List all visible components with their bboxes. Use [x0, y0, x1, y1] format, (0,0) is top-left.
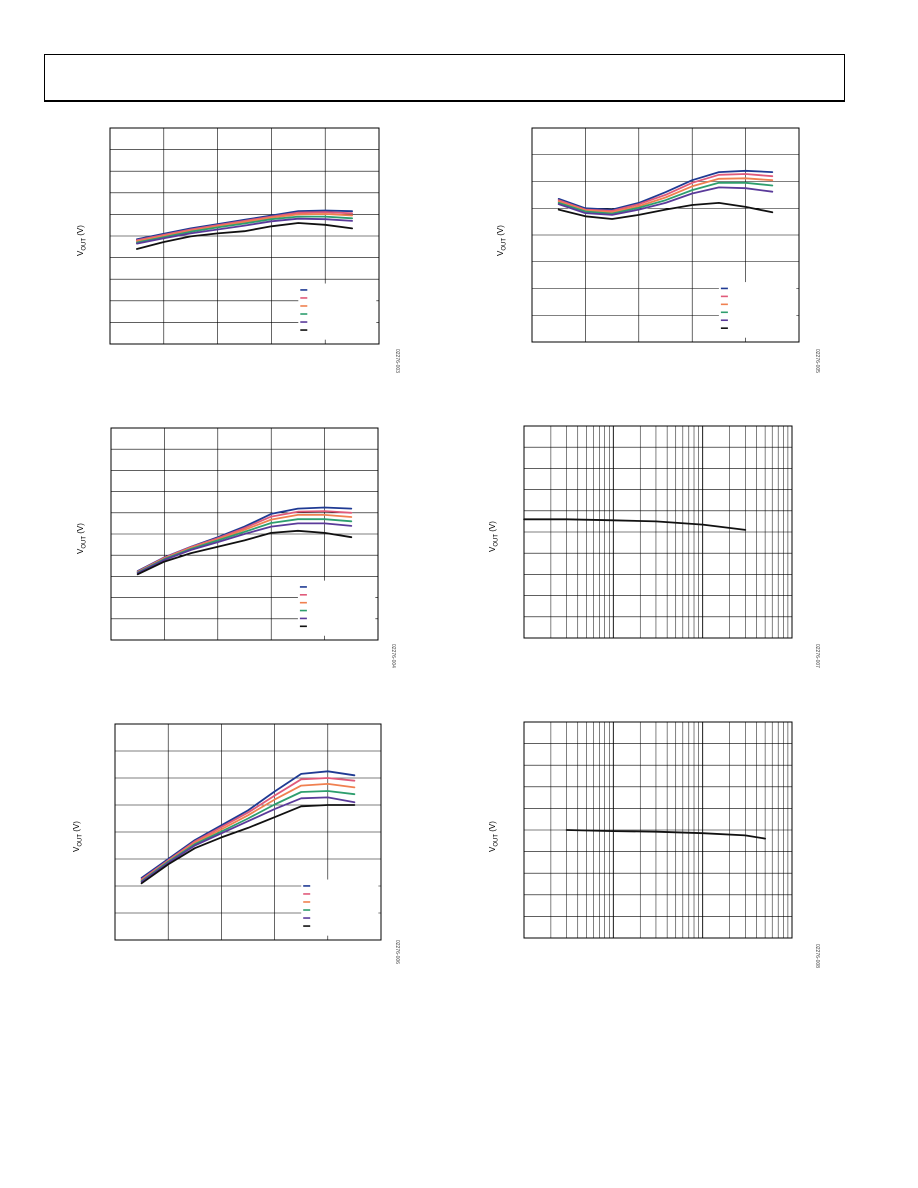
plot-frame: [523, 721, 793, 939]
series-line: [523, 518, 747, 531]
series-line: [140, 770, 356, 879]
series-line: [136, 213, 354, 243]
chart-svg: [114, 723, 382, 941]
series-line: [136, 529, 353, 576]
series-line: [140, 790, 356, 883]
series-line: [140, 796, 356, 883]
series-line: [557, 181, 774, 215]
series-line: [565, 829, 767, 840]
series-line: [136, 522, 353, 575]
chart-panel-4: VOUT (V) 02276-007: [486, 424, 826, 684]
series-line: [136, 217, 354, 245]
plot-frame: [531, 127, 800, 343]
page-header-box: [44, 54, 845, 102]
series-line: [136, 222, 354, 250]
chart-panel-2: VOUT (V) 02276-005: [494, 124, 834, 384]
chart-svg: [523, 721, 793, 939]
chart-panel-6: VOUT (V) 02276-008: [486, 720, 826, 980]
plot-frame: [523, 425, 793, 639]
legend-box: [298, 283, 377, 340]
chart-svg: [523, 425, 793, 639]
legend-box: [718, 282, 797, 338]
series-line: [136, 209, 354, 241]
series-line: [557, 169, 774, 211]
series-line: [557, 177, 774, 214]
chart-svg: [110, 427, 379, 641]
chart-panel-5: VOUT (V) 02276-006: [70, 720, 410, 980]
legend-box: [301, 879, 379, 936]
plot-frame: [109, 127, 380, 345]
plot-frame: [114, 723, 382, 941]
series-line: [136, 506, 353, 573]
series-line: [557, 202, 774, 220]
legend-box: [297, 580, 376, 636]
series-line: [136, 510, 353, 573]
series-line: [136, 215, 354, 244]
chart-svg: [531, 127, 800, 343]
series-line: [557, 173, 774, 212]
series-line: [136, 518, 353, 574]
series-line: [140, 804, 356, 885]
series-line: [557, 186, 774, 216]
chart-panel-1: VOUT (V) 02276-003: [74, 124, 414, 384]
plot-frame: [110, 427, 379, 641]
chart-panel-3: VOUT (V) 02276-004: [74, 424, 414, 684]
chart-svg: [109, 127, 380, 345]
series-line: [136, 211, 354, 242]
